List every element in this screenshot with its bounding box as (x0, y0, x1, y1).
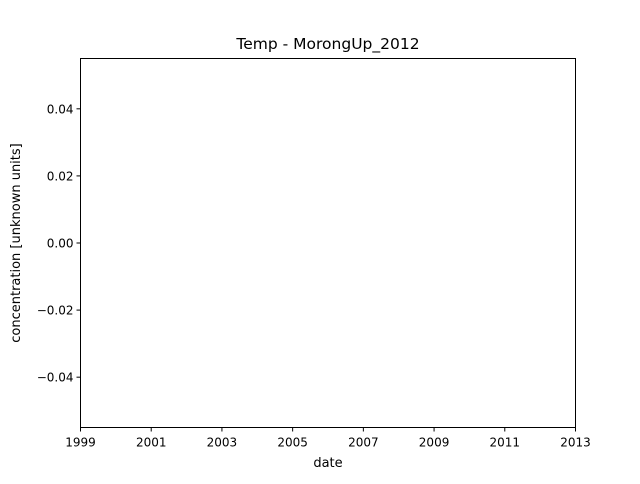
x-tick-label: 2003 (207, 436, 238, 450)
x-tick-label: 2007 (348, 436, 379, 450)
y-axis-label: concentration [unknown units] (9, 143, 24, 342)
x-tick-label: 2011 (490, 436, 521, 450)
y-tick-label: −0.04 (37, 371, 74, 385)
x-axis-ticks: 1999 2001 2003 2005 2007 2009 2011 2013 (65, 427, 591, 450)
y-tick-label: −0.02 (37, 304, 74, 318)
y-tick-label: 0.00 (47, 237, 74, 251)
y-tick-label: 0.02 (47, 169, 74, 183)
x-tick-label: 2001 (136, 436, 167, 450)
x-tick-label: 2009 (419, 436, 450, 450)
y-tick-label: 0.04 (47, 102, 74, 116)
x-tick-label: 2013 (560, 436, 591, 450)
x-tick-label: 1999 (65, 436, 96, 450)
chart-title: Temp - MorongUp_2012 (235, 35, 419, 54)
x-axis-label: date (313, 456, 342, 471)
x-tick-label: 2005 (277, 436, 308, 450)
y-axis-ticks: 0.04 0.02 0.00 −0.02 −0.04 (37, 102, 81, 385)
